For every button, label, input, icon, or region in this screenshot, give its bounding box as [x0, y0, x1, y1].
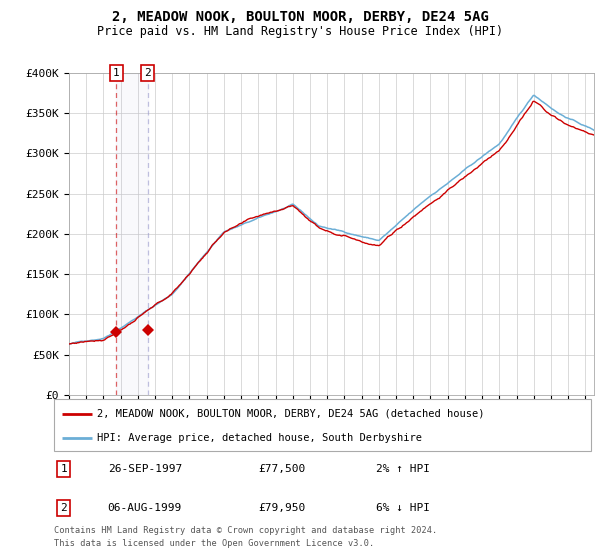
- Text: 2, MEADOW NOOK, BOULTON MOOR, DERBY, DE24 5AG: 2, MEADOW NOOK, BOULTON MOOR, DERBY, DE2…: [112, 10, 488, 24]
- Text: £79,950: £79,950: [258, 503, 305, 513]
- Text: 1: 1: [60, 464, 67, 474]
- FancyBboxPatch shape: [54, 399, 591, 451]
- Bar: [116, 73, 148, 395]
- Text: 2, MEADOW NOOK, BOULTON MOOR, DERBY, DE24 5AG (detached house): 2, MEADOW NOOK, BOULTON MOOR, DERBY, DE2…: [97, 409, 484, 419]
- Text: Contains HM Land Registry data © Crown copyright and database right 2024.: Contains HM Land Registry data © Crown c…: [54, 526, 437, 535]
- Text: HPI: Average price, detached house, South Derbyshire: HPI: Average price, detached house, Sout…: [97, 433, 422, 443]
- Text: 26-SEP-1997: 26-SEP-1997: [108, 464, 182, 474]
- Text: Price paid vs. HM Land Registry's House Price Index (HPI): Price paid vs. HM Land Registry's House …: [97, 25, 503, 38]
- Text: 2: 2: [60, 503, 67, 513]
- Text: 2: 2: [145, 68, 151, 78]
- Text: This data is licensed under the Open Government Licence v3.0.: This data is licensed under the Open Gov…: [54, 539, 374, 548]
- Text: 06-AUG-1999: 06-AUG-1999: [108, 503, 182, 513]
- Text: 1: 1: [113, 68, 120, 78]
- Text: 6% ↓ HPI: 6% ↓ HPI: [376, 503, 430, 513]
- Text: 2% ↑ HPI: 2% ↑ HPI: [376, 464, 430, 474]
- Text: £77,500: £77,500: [258, 464, 305, 474]
